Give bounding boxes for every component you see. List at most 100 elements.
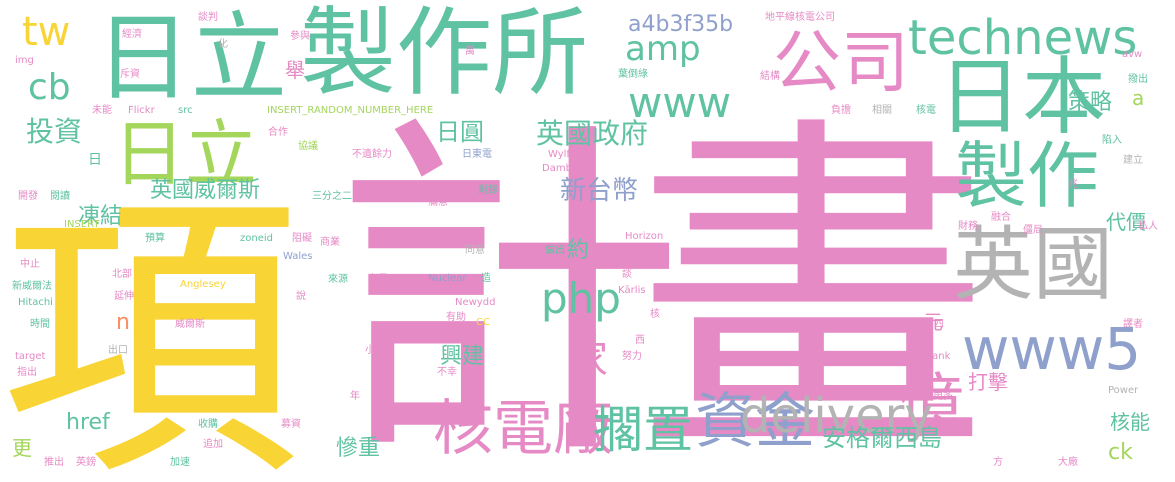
- word: 延伸: [114, 291, 134, 302]
- word: Newydd: [455, 297, 496, 308]
- word: 達成: [915, 179, 935, 190]
- word: 陷入: [1102, 135, 1122, 146]
- word: n: [116, 310, 130, 335]
- word: Power: [1108, 385, 1139, 396]
- word: Hitachi: [18, 297, 53, 308]
- word: 化: [218, 39, 228, 50]
- word: Wylfa: [548, 149, 577, 160]
- word: 大廠: [1058, 457, 1078, 468]
- word: 日本: [938, 48, 1107, 146]
- word: 虧損: [464, 387, 484, 398]
- word: 日東電: [462, 149, 492, 160]
- word: 中止: [20, 259, 40, 270]
- word: 擱置: [593, 401, 693, 459]
- word: 滿意: [428, 197, 448, 208]
- word: 新台幣: [560, 176, 639, 206]
- word: Flickr: [128, 105, 155, 116]
- word: 英鎊: [76, 457, 96, 468]
- word: 考量: [368, 274, 388, 285]
- word: 財務: [958, 221, 978, 232]
- word: 斥資: [120, 69, 140, 80]
- word: 追加: [203, 439, 223, 450]
- word: 北部: [112, 269, 132, 280]
- word: 出資: [577, 335, 597, 346]
- word: 結構: [760, 71, 780, 82]
- word: ck: [1108, 440, 1133, 465]
- word: 不遺餘力: [352, 149, 392, 160]
- word: 造: [481, 273, 491, 284]
- word: 預算: [145, 233, 165, 244]
- word: 投資: [26, 115, 83, 148]
- word: 萬: [465, 46, 475, 57]
- word: Kārlis: [618, 285, 646, 296]
- word: 安格爾西島: [822, 424, 942, 452]
- word: zoneid: [240, 233, 273, 244]
- word: _blank: [918, 351, 951, 362]
- word: 相關: [872, 105, 892, 116]
- word: 參與: [290, 31, 310, 42]
- word: INSERT: [64, 219, 100, 230]
- word: a: [1132, 86, 1145, 110]
- word: 僵局: [1023, 225, 1043, 236]
- word: 英國政府: [536, 117, 649, 150]
- word: 努力: [622, 351, 642, 362]
- word: 日立: [95, 2, 287, 114]
- word: 推出: [44, 457, 64, 468]
- word: 阻礙: [292, 233, 312, 244]
- word: 小島: [365, 345, 385, 356]
- word: 私人: [1138, 221, 1158, 232]
- word: avw: [1122, 49, 1143, 60]
- word: 指出: [17, 367, 37, 378]
- word: 元: [923, 310, 943, 334]
- word: 打擊: [968, 370, 1008, 394]
- word: 更多: [933, 391, 953, 402]
- word: 談: [622, 269, 632, 280]
- word: 家: [568, 337, 608, 383]
- word: 製作: [955, 134, 1100, 218]
- word: 西: [635, 335, 645, 346]
- word: Nuclear: [428, 273, 467, 284]
- word: technews: [908, 10, 1138, 66]
- word: 說: [296, 291, 306, 302]
- word: 日立: [113, 112, 258, 196]
- word: 加速: [170, 457, 190, 468]
- word: 閱讀: [50, 191, 70, 202]
- word: www: [628, 78, 732, 127]
- word: 募資: [281, 419, 301, 430]
- word: 製作所: [300, 0, 588, 109]
- word: 新威爾法: [12, 281, 52, 292]
- word: 談判: [198, 12, 218, 23]
- word: 日圓: [436, 118, 484, 146]
- word: 剩餘: [478, 185, 498, 196]
- word: 公司: [773, 24, 910, 103]
- word: www5: [962, 315, 1142, 383]
- word: 未能: [92, 105, 112, 116]
- word: 英國威爾斯: [150, 178, 261, 203]
- word: 舉: [285, 58, 305, 82]
- word: amp: [625, 29, 701, 69]
- word: 葉倒綠: [618, 69, 648, 80]
- word: 開發: [18, 191, 38, 202]
- word: Anglesey: [180, 279, 226, 290]
- word: 有助: [446, 312, 466, 323]
- word: 核: [650, 309, 660, 320]
- word: 英國: [953, 218, 1113, 311]
- word: 核能: [1110, 410, 1150, 434]
- word: 資金: [695, 387, 815, 457]
- word: 出口: [108, 345, 128, 356]
- word: a4b3f35b: [628, 12, 734, 37]
- word: 合作: [268, 127, 288, 138]
- word: 億: [898, 366, 964, 443]
- word: src: [178, 105, 193, 116]
- word: 來源: [328, 274, 348, 285]
- word: 代價: [1106, 210, 1146, 234]
- word: 收購: [198, 419, 218, 430]
- word: 不幸: [437, 367, 457, 378]
- word: 做出: [545, 245, 565, 256]
- word: INSERT_RANDOM_NUMBER_HERE: [267, 105, 434, 116]
- word: 凍結: [78, 204, 123, 229]
- word: 撥出: [1128, 74, 1148, 85]
- word: CC: [476, 317, 490, 328]
- word: 核電廠: [433, 394, 613, 464]
- word: 融合: [991, 212, 1011, 223]
